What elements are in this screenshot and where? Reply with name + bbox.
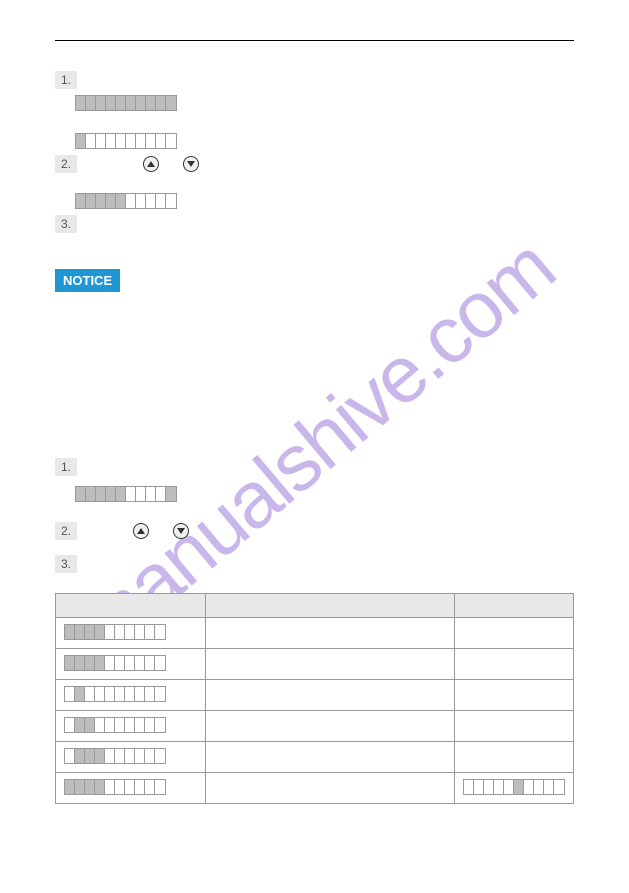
notice-badge: NOTICE [55, 269, 120, 292]
step-number: 3. [55, 555, 77, 573]
top-divider [55, 40, 574, 41]
table-cell [455, 680, 574, 711]
table-cell [455, 618, 574, 649]
table-row [56, 618, 574, 649]
table-row [56, 680, 574, 711]
table-cell [455, 773, 574, 804]
segment-display [463, 779, 565, 795]
segment-display [64, 779, 166, 795]
segment-display [75, 133, 177, 149]
settings-table [55, 593, 574, 804]
table-cell [206, 742, 455, 773]
table-cell [206, 711, 455, 742]
segment-display [64, 624, 166, 640]
table-cell [206, 618, 455, 649]
segment-display [64, 748, 166, 764]
table-row [56, 742, 574, 773]
down-arrow-icon[interactable] [173, 523, 189, 539]
segment-display [64, 686, 166, 702]
step-number: 3. [55, 215, 77, 233]
up-arrow-icon[interactable] [143, 156, 159, 172]
table-cell-display [56, 773, 206, 804]
table-cell [455, 711, 574, 742]
document-page: 1. 2. 3. NOTICE 1. 2. 3. [0, 0, 629, 844]
table-row [56, 711, 574, 742]
table-cell [206, 773, 455, 804]
down-arrow-icon[interactable] [183, 156, 199, 172]
step-number: 1. [55, 458, 77, 476]
step-number: 2. [55, 155, 77, 173]
table-header-row [56, 594, 574, 618]
table-row [56, 773, 574, 804]
table-cell-display [56, 742, 206, 773]
table-cell-display [56, 680, 206, 711]
table-row [56, 649, 574, 680]
table-cell [206, 649, 455, 680]
table-cell [455, 742, 574, 773]
table-cell-display [56, 618, 206, 649]
table-header [56, 594, 206, 618]
segment-display [64, 717, 166, 733]
table-cell [455, 649, 574, 680]
segment-display [75, 95, 177, 111]
step-number: 2. [55, 522, 77, 540]
step-number: 1. [55, 71, 77, 89]
table-header [206, 594, 455, 618]
table-header [455, 594, 574, 618]
table-cell-display [56, 711, 206, 742]
segment-display [64, 655, 166, 671]
segment-display [75, 193, 177, 209]
table-body [56, 618, 574, 804]
table-cell-display [56, 649, 206, 680]
up-arrow-icon[interactable] [133, 523, 149, 539]
segment-display [75, 486, 177, 502]
table-cell [206, 680, 455, 711]
